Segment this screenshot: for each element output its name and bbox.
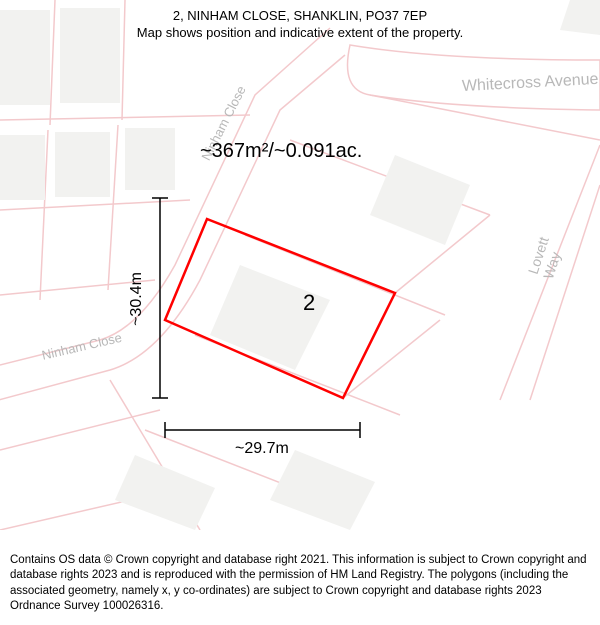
building bbox=[125, 128, 175, 190]
map-canvas: ~367m²/~0.091ac. ~30.4m ~29.7m 2 Whitecr… bbox=[0, 0, 600, 530]
header: 2, NINHAM CLOSE, SHANKLIN, PO37 7EP Map … bbox=[0, 0, 600, 44]
area-label: ~367m²/~0.091ac. bbox=[200, 140, 362, 163]
building bbox=[55, 132, 110, 197]
footer-text: Contains OS data © Crown copyright and d… bbox=[10, 554, 587, 613]
page-title: 2, NINHAM CLOSE, SHANKLIN, PO37 7EP bbox=[10, 8, 590, 23]
footer: Contains OS data © Crown copyright and d… bbox=[0, 545, 600, 625]
page-subtitle: Map shows position and indicative extent… bbox=[10, 25, 590, 40]
plot-number: 2 bbox=[303, 290, 315, 316]
height-label: ~30.4m bbox=[128, 272, 146, 326]
building bbox=[0, 135, 45, 200]
width-label: ~29.7m bbox=[235, 440, 289, 458]
